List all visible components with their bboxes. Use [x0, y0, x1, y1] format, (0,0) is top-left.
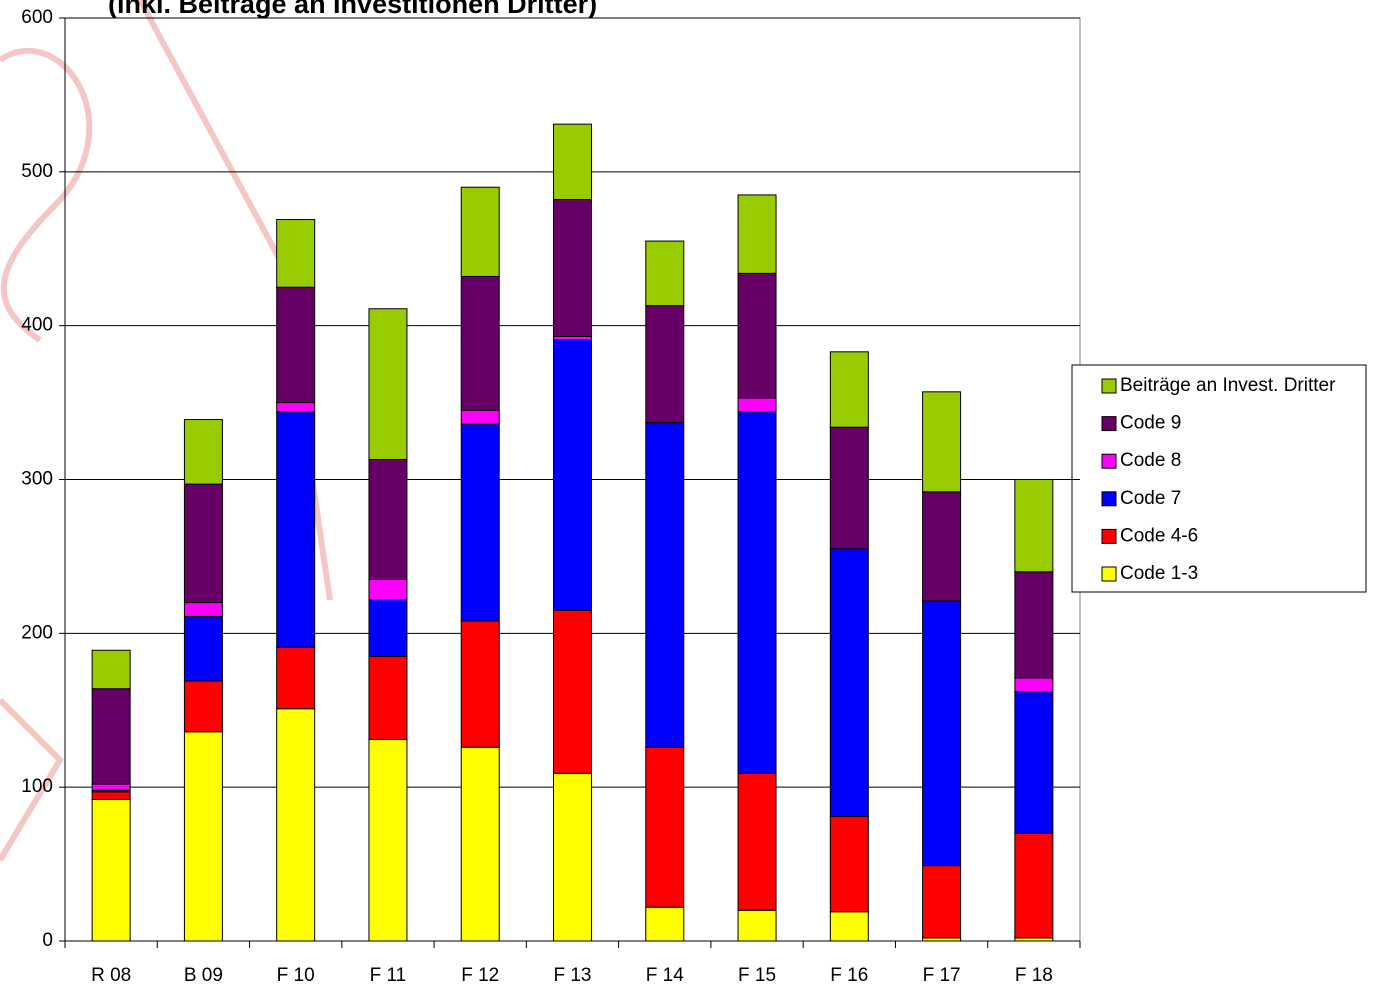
bar-segment — [737, 272, 777, 399]
y-tick-label: 300 — [21, 469, 53, 490]
bar-segment — [91, 649, 131, 690]
x-tick-label: R 08 — [91, 965, 131, 986]
y-tick-label: 200 — [21, 622, 53, 643]
bar-segment — [553, 199, 592, 337]
bar-segment — [1014, 677, 1054, 693]
legend-swatch — [1101, 528, 1117, 544]
bar-segment — [829, 911, 869, 942]
bar-segment — [922, 600, 962, 867]
bar-segment — [737, 194, 777, 274]
bar-segment — [460, 746, 500, 942]
bar-segment — [1014, 479, 1054, 573]
bar-segment — [922, 491, 962, 602]
x-tick-label: F 15 — [738, 965, 776, 986]
x-tick-label: B 09 — [184, 965, 223, 986]
bar-segment — [460, 409, 500, 425]
bar-segment — [368, 655, 408, 740]
bar-segment — [183, 483, 223, 604]
bar-segment — [829, 351, 869, 428]
y-tick-label: 600 — [21, 7, 53, 28]
x-tick-label: F 13 — [553, 965, 591, 986]
legend-label: Code 8 — [1120, 450, 1181, 471]
bar-segment — [829, 426, 869, 550]
bar-segment — [1014, 691, 1054, 834]
bar-segment — [183, 615, 223, 682]
bar-segment — [276, 402, 316, 413]
bar-segment — [553, 772, 592, 942]
x-tick-label: F 18 — [1015, 965, 1053, 986]
bar-segment — [276, 286, 316, 404]
bar-segment — [737, 397, 777, 413]
bar-segment — [553, 609, 592, 774]
bar-segment — [737, 411, 777, 774]
x-tick-label: F 17 — [923, 965, 961, 986]
bar-segment — [91, 688, 131, 785]
bar-segment — [368, 578, 408, 600]
x-tick-label: F 10 — [277, 965, 315, 986]
bar-segment — [368, 459, 408, 580]
legend — [1071, 364, 1367, 593]
bar-segment — [645, 422, 685, 748]
bar-segment — [645, 746, 685, 908]
bar-segment — [829, 815, 869, 913]
bar-segment — [91, 798, 131, 942]
bar-segment — [368, 598, 408, 657]
bar-segment — [91, 783, 131, 791]
chart-title: (inkl. Beiträge an Investitionen Dritter… — [108, 0, 597, 19]
bar-segment — [645, 240, 685, 307]
legend-swatch — [1101, 453, 1117, 469]
bar-segment — [183, 680, 223, 733]
bar-segment — [922, 391, 962, 493]
bar-segment — [460, 620, 500, 748]
bar-segment — [276, 708, 316, 942]
x-tick-label: F 14 — [646, 965, 684, 986]
bar-segment — [829, 548, 869, 817]
y-tick-label: 400 — [21, 315, 53, 336]
bar-segment — [460, 423, 500, 622]
bar-segment — [183, 602, 223, 617]
bar-segment — [183, 731, 223, 942]
bar-segment — [1014, 571, 1054, 679]
bar-segment — [368, 738, 408, 942]
legend-label: Code 7 — [1120, 488, 1181, 509]
x-tick-label: F 12 — [461, 965, 499, 986]
bar-segment — [368, 308, 408, 461]
bar-segment — [922, 865, 962, 939]
legend-label: Code 9 — [1120, 413, 1181, 434]
watermark-curve — [0, 697, 64, 862]
bar-segment — [460, 275, 500, 411]
bar-segment — [276, 646, 316, 710]
bar-segment — [183, 419, 223, 485]
watermark-curve — [0, 47, 93, 343]
y-tick-label: 500 — [21, 161, 53, 182]
legend-swatch — [1101, 378, 1117, 394]
x-tick-label: F 11 — [370, 965, 407, 986]
bar-segment — [276, 219, 316, 288]
bar-segment — [91, 791, 131, 800]
bar-segment — [645, 906, 685, 942]
legend-label: Code 1-3 — [1120, 563, 1198, 584]
legend-swatch — [1101, 491, 1117, 507]
legend-label: Beiträge an Invest. Dritter — [1120, 375, 1336, 396]
x-tick-label: F 16 — [830, 965, 868, 986]
legend-label: Code 4-6 — [1120, 525, 1198, 546]
bar-segment — [553, 339, 592, 611]
y-tick-label: 100 — [21, 776, 53, 797]
bar-segment — [276, 411, 316, 648]
y-tick-label: 0 — [42, 930, 53, 951]
bar-segment — [737, 909, 777, 942]
bar-segment — [460, 186, 500, 277]
bar-segment — [737, 772, 777, 911]
bar-segment — [553, 123, 592, 201]
legend-swatch — [1101, 566, 1117, 582]
bar-segment — [1014, 832, 1054, 939]
legend-swatch — [1101, 416, 1117, 432]
bar-segment — [645, 305, 685, 424]
